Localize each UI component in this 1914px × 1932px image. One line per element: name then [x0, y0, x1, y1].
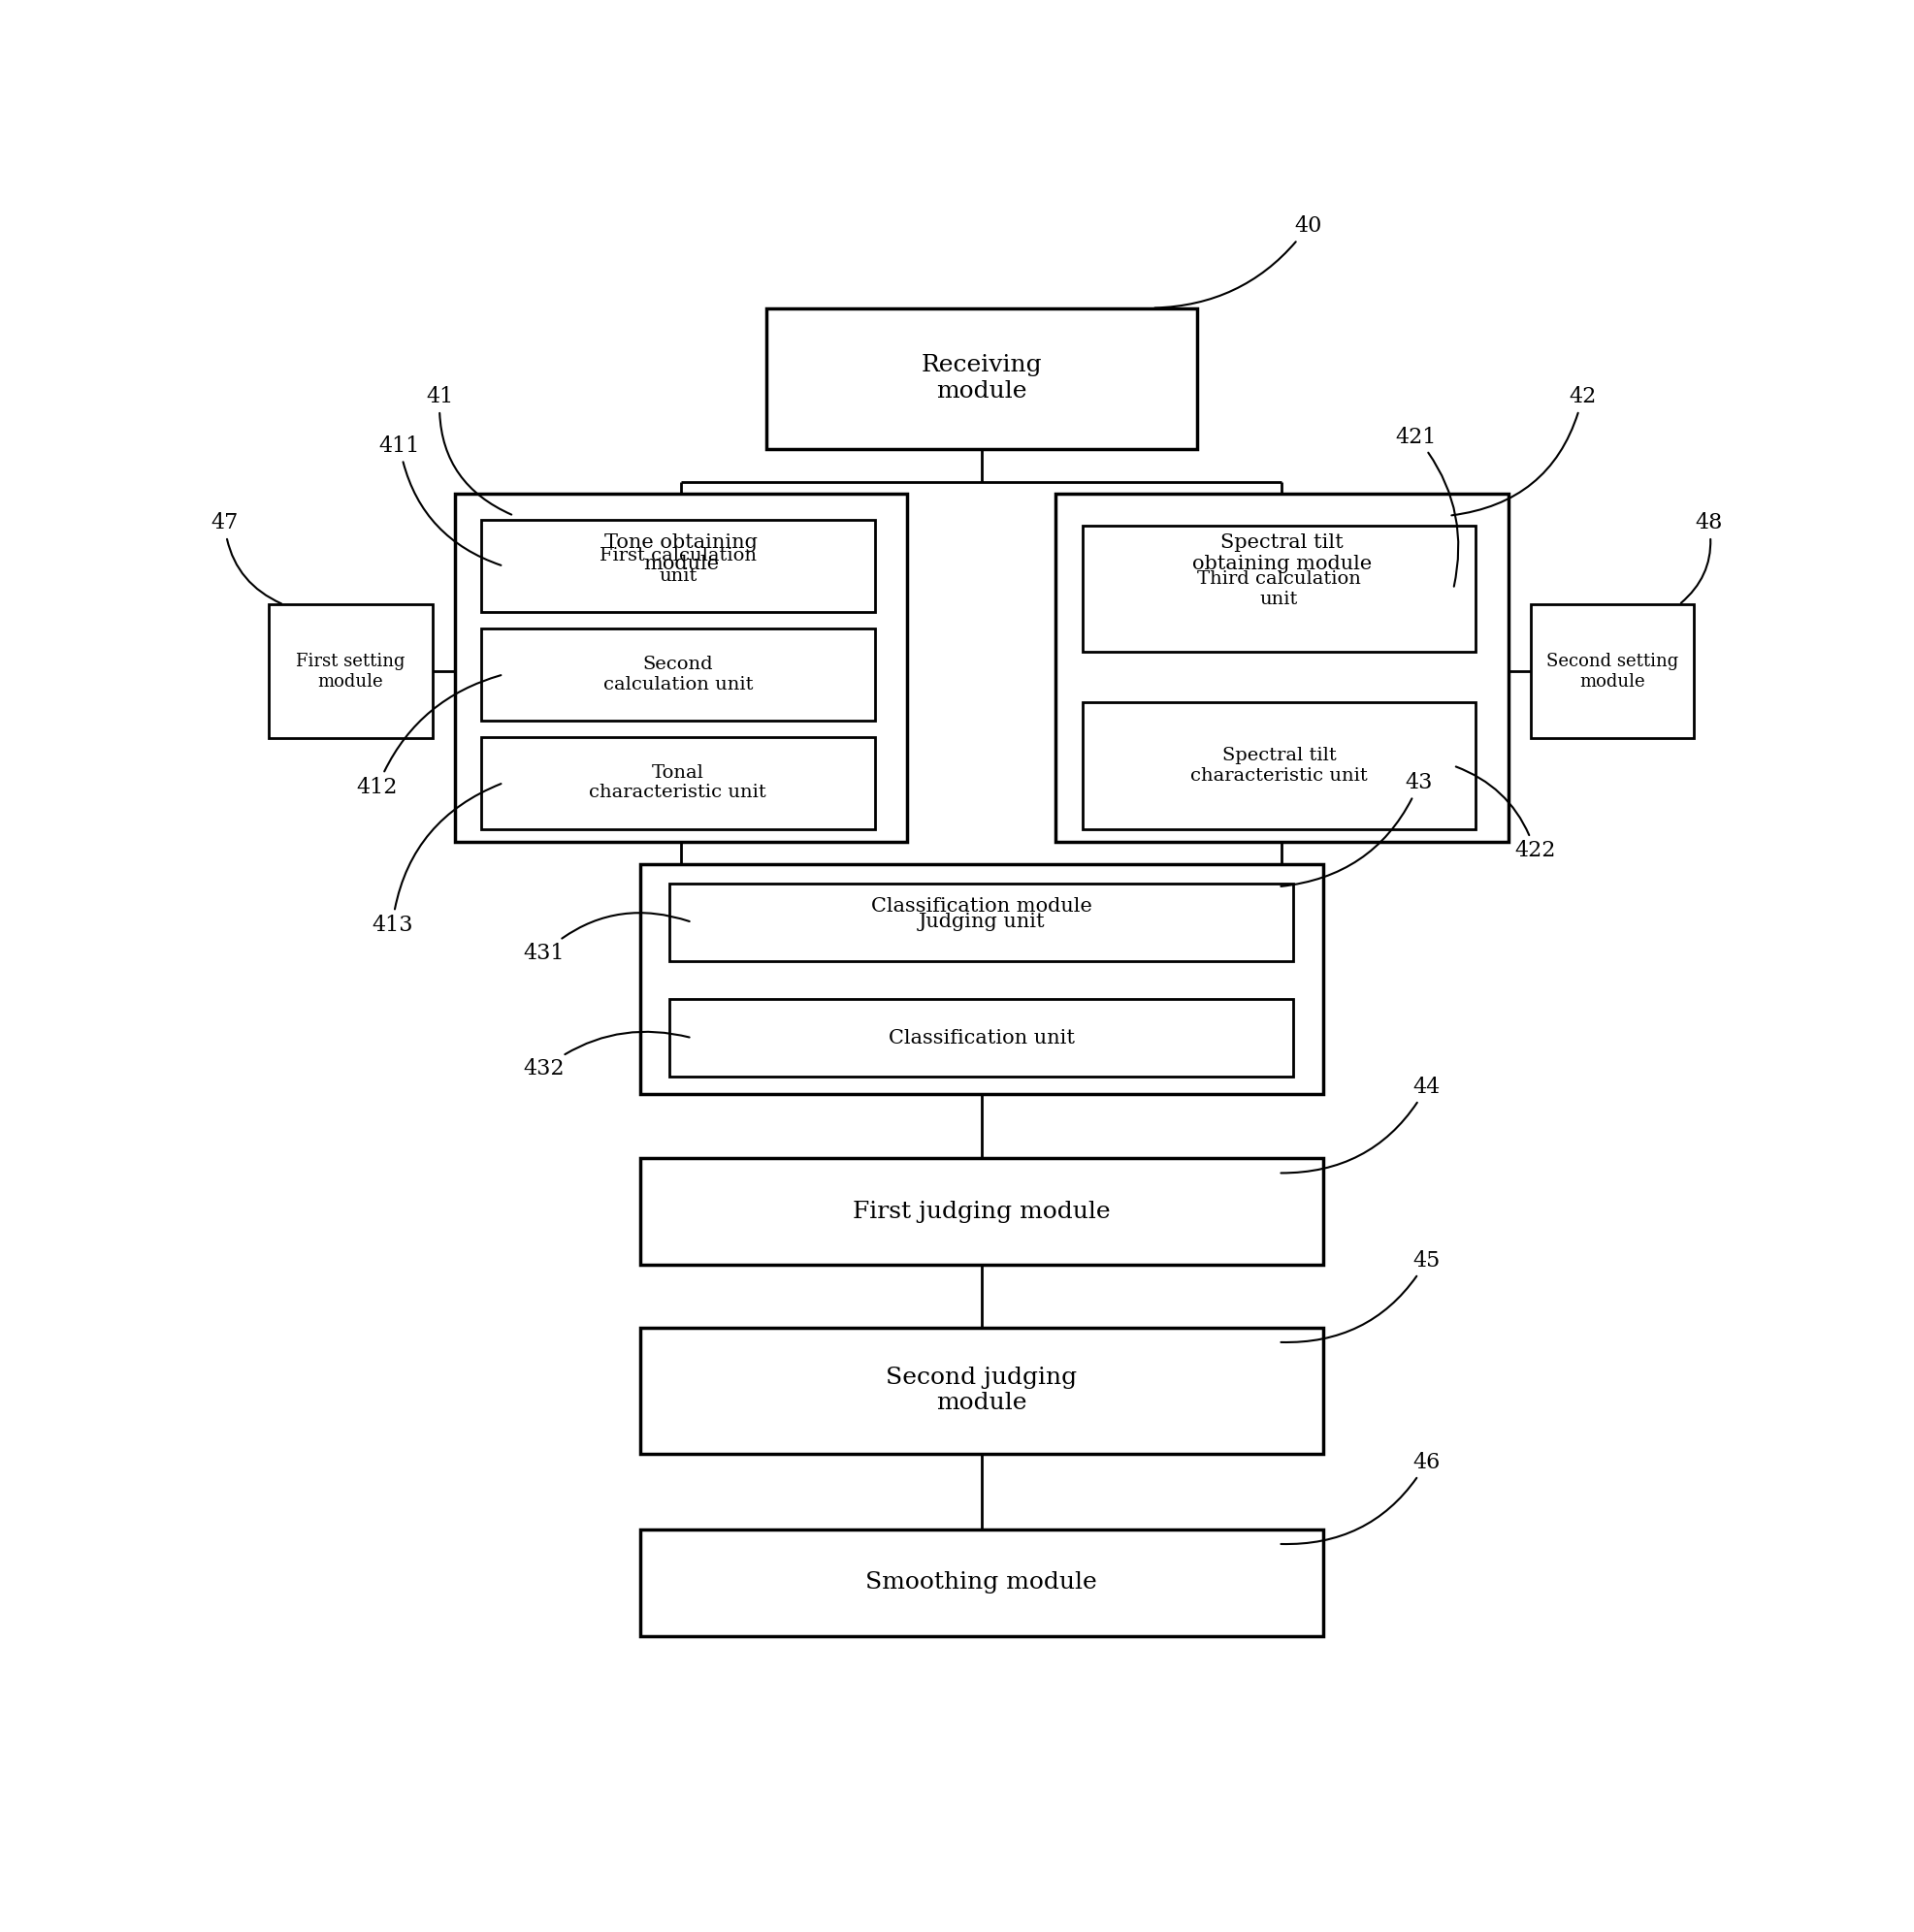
Text: Spectral tilt
characteristic unit: Spectral tilt characteristic unit	[1191, 748, 1367, 784]
Text: 48: 48	[1680, 512, 1721, 603]
Bar	[268, 605, 433, 738]
Text: 46: 46	[1280, 1451, 1439, 1544]
Text: 431: 431	[523, 912, 689, 964]
Text: Second judging
module: Second judging module	[886, 1366, 1076, 1414]
Text: Receiving
module: Receiving module	[921, 354, 1041, 402]
Bar	[670, 883, 1292, 960]
Bar	[1055, 493, 1508, 842]
Bar	[1081, 703, 1476, 829]
Bar	[639, 1157, 1323, 1265]
Text: Classification module: Classification module	[871, 896, 1091, 916]
Text: First calculation
unit: First calculation unit	[599, 547, 756, 585]
Text: First judging module: First judging module	[852, 1200, 1110, 1223]
Text: 43: 43	[1280, 773, 1432, 887]
Text: Smoothing module: Smoothing module	[865, 1571, 1097, 1594]
Text: 45: 45	[1280, 1250, 1439, 1343]
Text: 412: 412	[356, 674, 501, 798]
Text: Spectral tilt
obtaining module: Spectral tilt obtaining module	[1192, 533, 1370, 574]
Text: 44: 44	[1280, 1076, 1439, 1173]
Text: First setting
module: First setting module	[297, 653, 406, 690]
Text: 413: 413	[371, 784, 501, 935]
Text: 421: 421	[1395, 427, 1458, 587]
Text: 422: 422	[1455, 767, 1554, 862]
Text: 40: 40	[1154, 216, 1321, 307]
Text: 411: 411	[379, 435, 501, 566]
Text: Judging unit: Judging unit	[917, 914, 1045, 931]
Text: 41: 41	[425, 386, 511, 514]
Bar	[639, 1327, 1323, 1453]
Text: Tone obtaining
module: Tone obtaining module	[605, 533, 758, 574]
Bar	[766, 307, 1196, 448]
Text: 432: 432	[523, 1032, 689, 1080]
Bar	[480, 520, 875, 612]
Text: Third calculation
unit: Third calculation unit	[1196, 570, 1361, 609]
Text: Tonal
characteristic unit: Tonal characteristic unit	[590, 763, 766, 802]
Text: 42: 42	[1451, 386, 1596, 516]
Bar	[480, 736, 875, 829]
Bar	[454, 493, 907, 842]
Bar	[670, 999, 1292, 1076]
Text: Second setting
module: Second setting module	[1545, 653, 1677, 690]
Bar	[1081, 526, 1476, 653]
Text: Second
calculation unit: Second calculation unit	[603, 655, 752, 694]
Text: Classification unit: Classification unit	[888, 1028, 1074, 1047]
Bar	[639, 1528, 1323, 1636]
Bar	[1529, 605, 1694, 738]
Text: 47: 47	[211, 512, 281, 603]
Bar	[639, 864, 1323, 1094]
Bar	[480, 628, 875, 721]
